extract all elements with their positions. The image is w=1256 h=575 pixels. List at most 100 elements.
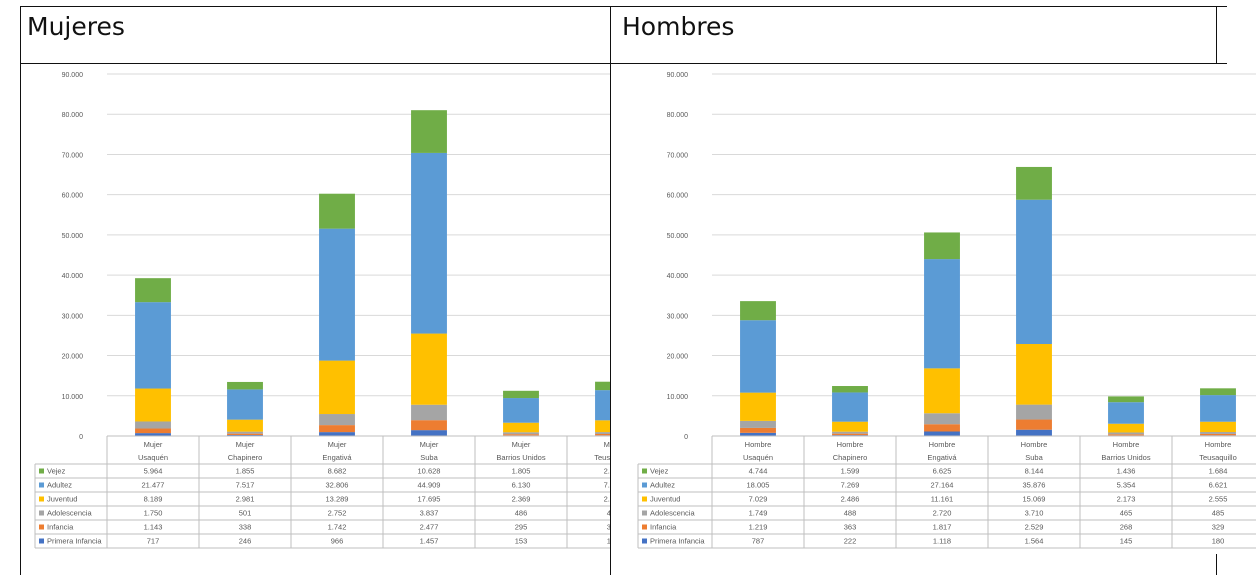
- data-label: 1.118: [933, 537, 951, 546]
- data-label: 1.143: [144, 523, 163, 532]
- legend-swatch: [39, 468, 44, 474]
- data-label: 501: [239, 509, 252, 518]
- y-tick-label: 20.000: [62, 354, 84, 361]
- legend-swatch: [642, 538, 647, 544]
- bar-segment: [740, 392, 776, 421]
- y-tick-label: 60.000: [667, 193, 689, 200]
- data-label: 7.517: [236, 481, 255, 490]
- data-label: 5.964: [144, 467, 163, 476]
- header-hombres: Hombres: [622, 12, 735, 41]
- legend-swatch: [39, 510, 44, 516]
- legend-swatch: [39, 538, 44, 544]
- y-tick-label: 30.000: [667, 313, 689, 320]
- bar-segment: [319, 193, 355, 229]
- bar-segment: [319, 425, 355, 433]
- y-tick-label: 10.000: [62, 394, 84, 401]
- data-label: 1.855: [236, 467, 255, 476]
- bar-segment: [740, 427, 776, 433]
- data-label: 1.436: [1117, 467, 1136, 476]
- y-tick-label: 50.000: [62, 233, 84, 240]
- legend-label: Adolescencia: [47, 509, 92, 518]
- bar-segment: [1016, 199, 1052, 345]
- bar-segment: [1016, 166, 1052, 200]
- data-label: 7.502: [604, 481, 610, 490]
- y-tick-label: 0: [79, 434, 83, 441]
- data-label: 1.749: [749, 509, 768, 518]
- bar-segment: [135, 278, 171, 303]
- data-label: 1.564: [1025, 537, 1044, 546]
- bar-segment: [595, 432, 610, 435]
- y-tick-label: 60.000: [62, 193, 84, 200]
- bar-segment: [924, 368, 960, 414]
- data-label: 2.529: [1025, 523, 1044, 532]
- category-label: Hombre: [1113, 440, 1140, 449]
- legend-swatch: [642, 468, 647, 474]
- data-label: 268: [1120, 523, 1133, 532]
- data-label: 338: [239, 523, 252, 532]
- data-label: 5.354: [1117, 481, 1136, 490]
- table-middle-border: [610, 6, 611, 575]
- bar-segment: [832, 392, 868, 422]
- data-label: 2.922: [604, 495, 610, 504]
- category-label: Mujer: [328, 440, 347, 449]
- bar-segment: [595, 381, 610, 391]
- legend-swatch: [39, 482, 44, 488]
- legend-swatch: [642, 496, 647, 502]
- y-tick-label: 80.000: [667, 112, 689, 119]
- bar-segment: [1200, 432, 1236, 434]
- data-label: 2.555: [1209, 495, 1228, 504]
- y-tick-label: 80.000: [62, 112, 84, 119]
- legend-label: Vejez: [650, 467, 669, 476]
- data-label: 2.094: [604, 467, 610, 476]
- y-tick-label: 50.000: [667, 233, 689, 240]
- bar-segment: [135, 428, 171, 434]
- bar-segment: [832, 386, 868, 393]
- data-label: 21.477: [142, 481, 165, 490]
- bar-segment: [227, 433, 263, 436]
- table-header-border: [20, 63, 1227, 64]
- legend-label: Infancia: [650, 523, 677, 532]
- data-label: 322: [607, 523, 610, 532]
- bar-segment: [1016, 404, 1052, 420]
- data-label: 8.189: [144, 495, 163, 504]
- bar-segment: [503, 398, 539, 423]
- y-tick-label: 30.000: [62, 313, 84, 320]
- bar-segment: [595, 420, 610, 433]
- bar-segment: [411, 404, 447, 421]
- bar-segment: [924, 232, 960, 260]
- y-tick-label: 20.000: [667, 354, 689, 361]
- data-label: 10.628: [418, 467, 441, 476]
- bar-segment: [1016, 344, 1052, 405]
- data-label: 1.742: [328, 523, 347, 532]
- table-top-border: [20, 6, 1227, 7]
- bar-segment: [503, 432, 539, 435]
- bar-segment: [1200, 388, 1236, 396]
- category-label: Teusaquillo: [1199, 453, 1237, 462]
- bar-segment: [832, 421, 868, 432]
- data-label: 32.806: [326, 481, 349, 490]
- chart-mujeres: 0 10.000 20.000 30.000 40.000 50.000 60.000 70.…: [34, 72, 610, 549]
- bar-segment: [227, 431, 263, 434]
- data-label: 246: [239, 537, 252, 546]
- data-label: 329: [1212, 523, 1225, 532]
- data-label: 44.909: [418, 481, 441, 490]
- category-label: Usaquén: [743, 453, 773, 462]
- category-label: Hombre: [1021, 440, 1048, 449]
- category-label: Barrios Unidos: [496, 453, 545, 462]
- data-label: 13.289: [326, 495, 349, 504]
- data-label: 11.161: [931, 495, 953, 504]
- category-label: Suba: [1025, 453, 1043, 462]
- category-label: Usaquén: [138, 453, 168, 462]
- legend-swatch: [39, 524, 44, 530]
- bar-segment: [1108, 423, 1144, 433]
- bar-segment: [1016, 429, 1052, 436]
- data-label: 8.144: [1025, 467, 1044, 476]
- category-label: Mujer: [420, 440, 439, 449]
- data-label: 7.269: [841, 481, 860, 490]
- header-mujeres: Mujeres: [27, 12, 125, 41]
- bar-segment: [924, 431, 960, 436]
- bar-segment: [1108, 402, 1144, 424]
- legend-swatch: [39, 496, 44, 502]
- data-label: 222: [844, 537, 857, 546]
- bar-segment: [319, 432, 355, 436]
